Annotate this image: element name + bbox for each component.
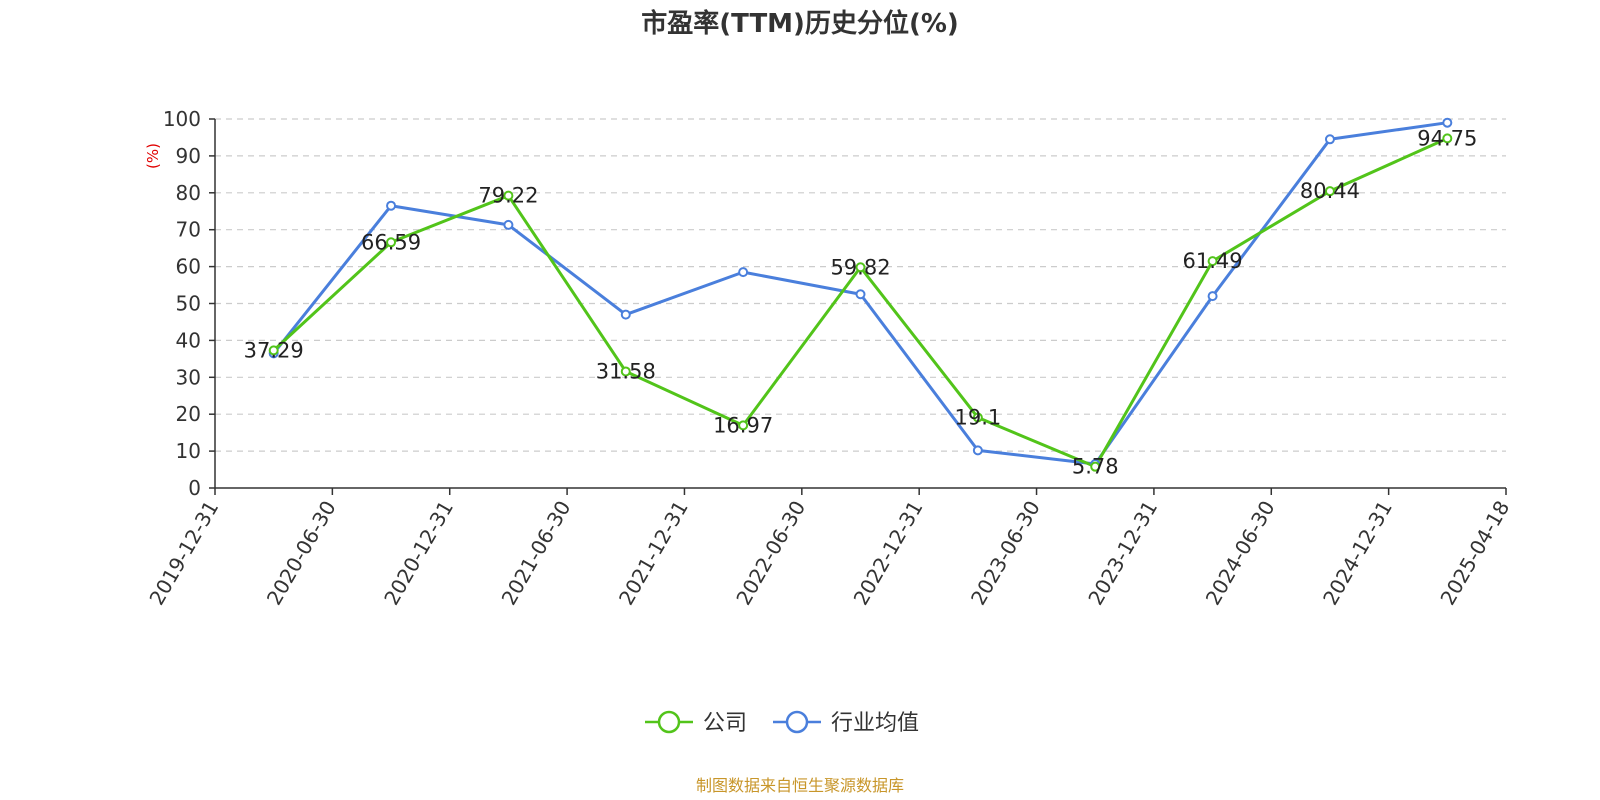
x-tick-label: 2025-04-18 [1435,497,1514,610]
data-point [268,345,279,356]
y-tick-label: 20 [176,402,201,426]
legend-marker [785,710,809,734]
legend-marker [657,710,681,734]
data-point [855,262,866,273]
x-tick-label: 2023-06-30 [966,497,1045,610]
data-point [1207,291,1218,302]
data-point [386,200,397,211]
y-axis-label: (%) [144,143,162,169]
data-point [1442,117,1453,128]
chart-title: 市盈率(TTM)历史分位(%) [641,8,959,39]
x-tick-label: 2021-06-30 [497,497,576,610]
data-point [972,412,983,423]
x-tick-label: 2021-12-31 [614,497,693,610]
data-label: 59.82 [830,255,890,279]
x-tick-label: 2019-12-31 [144,497,223,610]
x-tick-label: 2024-06-30 [1201,497,1280,610]
y-tick-labels: 0 10 20 30 40 50 60 70 80 90 100 [163,107,201,500]
data-point [738,420,749,431]
x-tick-label: 2020-06-30 [262,497,341,610]
series-line-company [272,137,1448,469]
data-point [1207,256,1218,267]
data-label: 94.75 [1417,126,1477,150]
legend[interactable]: 公司 行业均值 [645,710,919,736]
x-tick-label: 2023-12-31 [1083,497,1162,610]
x-tick-label: 2022-06-30 [731,497,810,610]
data-point [1090,461,1101,472]
y-tick-label: 90 [176,144,201,168]
data-label: 66.59 [361,230,421,254]
y-tick-label: 40 [176,328,201,352]
legend-label: 公司 [703,711,747,736]
series-group [268,117,1453,472]
y-tick-label: 50 [176,292,201,316]
y-tick-label: 10 [176,439,201,463]
x-tick-label: 2020-12-31 [379,497,458,610]
y-tick-label: 70 [176,218,201,242]
y-tick-label: 80 [176,181,201,205]
data-point [855,289,866,300]
data-label: 5.78 [1072,455,1119,479]
data-label: 80.44 [1300,179,1360,203]
axes [214,119,1507,495]
data-point [738,267,749,278]
legend-item-industry[interactable]: 行业均值 [773,710,919,736]
data-labels: 37.29 66.59 79.22 31.58 16.97 59.82 19.1 5.78 61… [244,126,1478,478]
data-label: 37.29 [244,338,304,362]
y-tick-label: 0 [188,476,201,500]
data-label: 61.49 [1183,249,1243,273]
y-tick-label: 100 [163,107,201,131]
legend-label: 行业均值 [831,711,919,736]
x-tick-labels: 2019-12-31 2020-06-30 2020-12-31 2021-06-30… [144,497,1514,610]
data-label: 19.1 [954,406,1001,430]
y-tick-label: 30 [176,365,201,389]
data-point [386,237,397,248]
legend-item-company[interactable]: 公司 [645,710,747,736]
x-tick-label: 2022-12-31 [849,497,928,610]
data-label: 31.58 [596,359,656,383]
data-point [620,309,631,320]
data-point [972,445,983,456]
data-label: 79.22 [478,184,538,208]
data-point [503,190,514,201]
y-tick-label: 60 [176,255,201,279]
source-note: 制图数据来自恒生聚源数据库 [696,776,904,795]
data-point [1442,133,1453,144]
x-tick-label: 2024-12-31 [1318,497,1397,610]
data-point [1324,134,1335,145]
data-label: 16.97 [713,413,773,437]
data-point [1324,186,1335,197]
grid-lines [209,118,1506,489]
data-point [620,366,631,377]
data-point [503,219,514,230]
